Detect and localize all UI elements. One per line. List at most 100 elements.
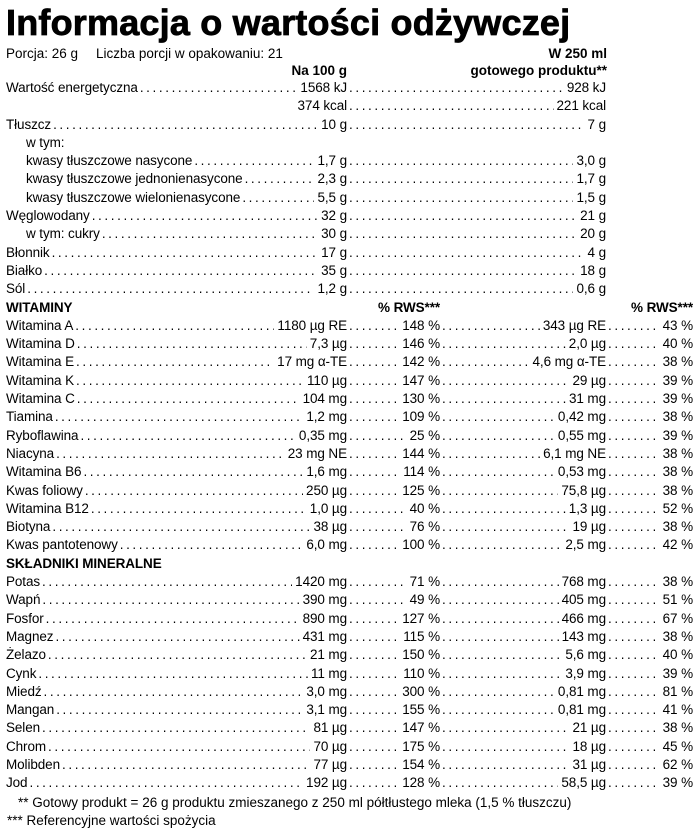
dot-leader bbox=[608, 519, 660, 534]
col-header-250ml-line2: gotowego produktu** bbox=[470, 63, 607, 78]
row-group-main: Mangan 3,1 mg bbox=[6, 702, 347, 717]
row-group: 150 % bbox=[347, 647, 440, 662]
value-per-250ml: 21 µg bbox=[572, 720, 606, 736]
row-group: 405 mg bbox=[440, 592, 606, 607]
table-row: WITAMINY % RWS*** % RWS*** bbox=[6, 300, 700, 318]
value-per-250ml: 21 g bbox=[580, 208, 606, 224]
dot-leader bbox=[83, 464, 303, 479]
table-row: Selen 81 µg 147 % 21 µg 38 % bbox=[6, 720, 700, 738]
dot-leader bbox=[349, 775, 399, 790]
dot-leader bbox=[442, 336, 566, 351]
table-row: kwasy tłuszczowe wielonienasycone 5,5 g 1,… bbox=[6, 190, 700, 208]
row-group: 21 g bbox=[347, 208, 606, 223]
dot-leader bbox=[608, 739, 660, 754]
dot-leader bbox=[608, 537, 660, 552]
row-group-main: Molibden 77 µg bbox=[6, 757, 347, 772]
row-group: 768 mg bbox=[440, 574, 606, 589]
table-row: w tym: cukry 30 g 20 g bbox=[6, 226, 700, 244]
rws-per-250ml: 38 % bbox=[662, 519, 693, 535]
row-group: 67 % bbox=[606, 611, 693, 626]
row-group: 3,9 mg bbox=[440, 666, 606, 681]
dot-leader bbox=[349, 226, 577, 241]
row-group: 39 % bbox=[606, 391, 693, 406]
row-group: 75,8 µg bbox=[440, 483, 606, 498]
row-label: Ryboflawina bbox=[6, 427, 79, 443]
value-per-250ml: 1,3 µg bbox=[568, 500, 606, 516]
row-group: 147 % bbox=[347, 373, 440, 388]
value-per-250ml: 4 g bbox=[587, 244, 606, 260]
rws-per-250ml: 40 % bbox=[662, 336, 693, 352]
table-row: Witamina E 17 mg α-TE 142 % 4,6 mg α-TE 38 % bbox=[6, 354, 700, 372]
row-group: 155 % bbox=[347, 702, 440, 717]
row-group: 25 % bbox=[347, 428, 440, 443]
rws-per-100g: 147 % bbox=[402, 372, 440, 388]
dot-leader bbox=[349, 409, 399, 424]
dot-leader bbox=[349, 245, 585, 260]
rws-per-100g: 109 % bbox=[402, 409, 440, 425]
table-row: Białko 35 g 18 g bbox=[6, 263, 700, 281]
rws-per-100g: 71 % bbox=[409, 574, 440, 590]
row-label: w tym: cukry bbox=[26, 226, 100, 242]
row-group: 175 % bbox=[347, 739, 440, 754]
rws-header-100g: % RWS*** bbox=[378, 299, 440, 315]
rws-per-100g: 130 % bbox=[402, 391, 440, 407]
value-per-100g: 1,7 g bbox=[317, 153, 347, 169]
column-headers: Na 100 g gotowego produktu** bbox=[6, 63, 607, 80]
row-group: 0,81 mg bbox=[440, 684, 606, 699]
row-group-main: Tłuszcz 10 g bbox=[6, 117, 347, 132]
row-group: 7 g bbox=[347, 117, 606, 132]
row-group: 0,6 g bbox=[347, 281, 606, 296]
value-per-100g: 3,1 mg bbox=[306, 702, 347, 718]
dot-leader bbox=[52, 245, 319, 260]
value-per-250ml: 0,53 mg bbox=[557, 464, 606, 480]
value-per-100g: 17 mg α-TE bbox=[277, 354, 347, 370]
table-row: Jod 192 µg 128 % 58,5 µg 39 % bbox=[6, 775, 700, 793]
row-label: Żelazo bbox=[6, 647, 46, 663]
value-per-100g: 1,2 g bbox=[317, 281, 347, 297]
dot-leader bbox=[608, 720, 660, 735]
row-group: 154 % bbox=[347, 757, 440, 772]
rws-per-100g: 146 % bbox=[402, 336, 440, 352]
dot-leader bbox=[608, 592, 660, 607]
table-row: Witamina D 7,3 µg 146 % 2,0 µg 40 % bbox=[6, 336, 700, 354]
dot-leader bbox=[349, 483, 399, 498]
value-per-100g: 35 g bbox=[321, 262, 347, 278]
value-per-250ml: 20 g bbox=[580, 226, 606, 242]
dot-leader bbox=[608, 501, 660, 516]
dot-leader bbox=[442, 318, 540, 333]
value-per-250ml: 6,1 mg NE bbox=[543, 445, 606, 461]
value-per-100g: 1180 µg RE bbox=[277, 317, 347, 333]
row-group: 2,0 µg bbox=[440, 336, 606, 351]
table-row: Cynk 11 mg 110 % 3,9 mg 39 % bbox=[6, 666, 700, 684]
dot-leader bbox=[349, 318, 399, 333]
value-per-100g: 890 mg bbox=[302, 610, 347, 626]
row-group: 42 % bbox=[606, 537, 693, 552]
dot-leader bbox=[608, 647, 660, 662]
dot-leader bbox=[77, 391, 300, 406]
row-group: 0,42 mg bbox=[440, 409, 606, 424]
rws-per-250ml: 39 % bbox=[662, 372, 693, 388]
row-group: 147 % bbox=[347, 720, 440, 735]
table-row: Magnez 431 mg 115 % 143 mg 38 % bbox=[6, 629, 700, 647]
row-label: Białko bbox=[6, 262, 43, 278]
row-label: Molibden bbox=[6, 756, 60, 772]
row-label: Węglowodany bbox=[6, 208, 90, 224]
row-group: 4 g bbox=[347, 245, 606, 260]
value-per-250ml: 466 mg bbox=[561, 610, 606, 626]
row-group-main: Niacyna 23 mg NE bbox=[6, 446, 347, 461]
nutrition-table: Wartość energetyczna 1568 kJ 928 kJ 374 kca… bbox=[6, 80, 700, 794]
value-per-100g: 192 µg bbox=[306, 775, 347, 791]
dot-leader bbox=[349, 574, 407, 589]
row-group-main: Kwas foliowy 250 µg bbox=[6, 483, 347, 498]
row-group: 39 % bbox=[606, 666, 693, 681]
row-group-main: Żelazo 21 mg bbox=[6, 647, 347, 662]
row-group-main: Ryboflawina 0,35 mg bbox=[6, 428, 347, 443]
rws-per-250ml: 38 % bbox=[662, 628, 693, 644]
portion-size: Porcja: 26 g bbox=[6, 46, 79, 61]
rws-per-250ml: 38 % bbox=[662, 354, 693, 370]
row-label: kwasy tłuszczowe jednonienasycone bbox=[26, 171, 243, 187]
value-per-250ml: 31 µg bbox=[572, 756, 606, 772]
dot-leader bbox=[442, 647, 562, 662]
row-group: 100 % bbox=[347, 537, 440, 552]
rws-per-250ml: 67 % bbox=[662, 610, 693, 626]
